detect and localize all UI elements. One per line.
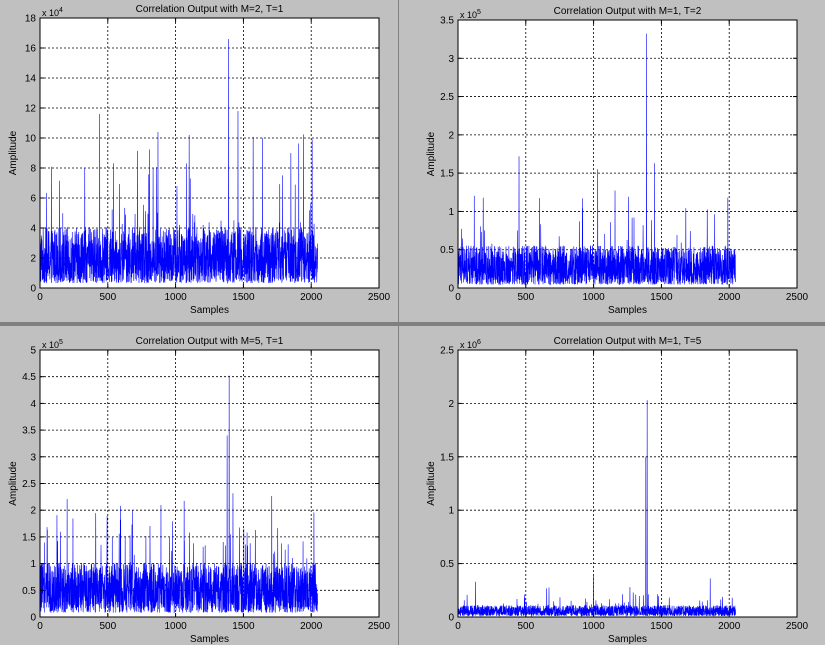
y-multiplier: x 105	[42, 339, 63, 350]
y-tick-label: 6	[30, 194, 36, 205]
chart-title: Correlation Output with M=5, T=1	[136, 336, 284, 347]
x-tick-label: 2000	[300, 292, 323, 303]
y-tick-label: 2	[30, 254, 36, 265]
y-tick-label: 4	[30, 399, 36, 410]
x-tick-label: 2500	[368, 621, 391, 632]
x-tick-label: 1000	[582, 621, 605, 632]
axes-box	[457, 349, 798, 618]
y-tick-label: 3	[448, 54, 454, 65]
y-tick-label: 4.5	[22, 372, 36, 383]
y-multiplier: x 106	[460, 339, 481, 350]
y-tick-label: 0.5	[22, 586, 36, 597]
y-tick-label: 8	[30, 164, 36, 175]
series-line	[39, 38, 318, 284]
x-tick-label: 2000	[718, 621, 741, 632]
y-tick-label: 0.5	[440, 559, 454, 570]
y-tick-label: 2.5	[22, 479, 36, 490]
y-tick-label: 0	[30, 613, 36, 624]
x-tick-label: 0	[37, 292, 43, 303]
y-tick-label: 3	[30, 452, 36, 463]
y-tick-label: 0	[448, 613, 454, 624]
y-multiplier: x 104	[42, 7, 63, 18]
y-axis-label: Amplitude	[426, 461, 437, 506]
y-tick-label: 1	[448, 506, 454, 517]
y-axis-label: Amplitude	[8, 130, 19, 175]
x-tick-label: 2500	[786, 292, 809, 303]
x-tick-label: 2000	[300, 621, 323, 632]
x-tick-label: 1500	[650, 621, 673, 632]
y-tick-label: 3.5	[22, 426, 36, 437]
x-tick-label: 1000	[164, 621, 187, 632]
series-line	[457, 400, 736, 618]
x-axis-label: Samples	[608, 305, 647, 316]
chart-3: 0 500 1000 1500 2000 2500 0 0.5 1 1.5 2 2.5 3 3.5 4 4.5…	[8, 336, 391, 645]
x-tick-label: 500	[517, 621, 534, 632]
x-tick-label: 0	[455, 292, 461, 303]
y-multiplier: x 105	[460, 9, 481, 20]
y-tick-label: 10	[25, 134, 37, 145]
y-tick-label: 0	[448, 284, 454, 295]
x-tick-label: 1500	[232, 621, 255, 632]
x-axis-label: Samples	[190, 634, 229, 645]
y-tick-label: 0.5	[440, 245, 454, 256]
y-tick-label: 1.5	[440, 169, 454, 180]
x-tick-label: 0	[37, 621, 43, 632]
plot-area	[458, 20, 797, 288]
y-axis-label: Amplitude	[426, 131, 437, 176]
y-tick-label: 3.5	[440, 16, 454, 27]
chart-4: 0 500 1000 1500 2000 2500 0 0.5 1 1.5 2 2.5 Correlat…	[426, 336, 809, 645]
x-tick-label: 1500	[650, 292, 673, 303]
x-tick-label: 2500	[368, 292, 391, 303]
chart-title: Correlation Output with M=1, T=2	[554, 6, 702, 17]
x-tick-label: 500	[99, 621, 116, 632]
y-tick-label: 2	[30, 506, 36, 517]
y-tick-label: 1	[448, 207, 454, 218]
x-tick-label: 500	[99, 292, 116, 303]
series-line	[39, 375, 318, 614]
y-tick-label: 14	[25, 74, 37, 85]
x-axis-label: Samples	[190, 305, 229, 316]
y-tick-label: 2.5	[440, 92, 454, 103]
x-tick-label: 2500	[786, 621, 809, 632]
x-tick-label: 2000	[718, 292, 741, 303]
y-tick-label: 2	[448, 130, 454, 141]
y-tick-label: 1.5	[440, 452, 454, 463]
y-tick-label: 12	[25, 104, 37, 115]
y-tick-label: 5	[30, 346, 36, 357]
axes-box	[457, 19, 798, 289]
chart-1: 0 500 1000 1500 2000 2500 0 2 4 6 8 10 12 14 16 18 Corre…	[8, 4, 391, 316]
x-tick-label: 1000	[164, 292, 187, 303]
y-tick-label: 16	[25, 44, 37, 55]
x-tick-label: 1000	[582, 292, 605, 303]
y-axis-label: Amplitude	[8, 461, 19, 506]
plot-area	[458, 350, 797, 617]
y-tick-label: 1.5	[22, 532, 36, 543]
chart-title: Correlation Output with M=2, T=1	[136, 4, 284, 15]
y-tick-label: 1	[30, 559, 36, 570]
x-tick-label: 500	[517, 292, 534, 303]
y-tick-label: 18	[25, 14, 37, 25]
y-tick-label: 2.5	[440, 346, 454, 357]
chart-2: 0 500 1000 1500 2000 2500 0 0.5 1 1.5 2 2.5 3 3.5 Corr…	[426, 6, 809, 316]
y-tick-label: 0	[30, 284, 36, 295]
x-axis-label: Samples	[608, 634, 647, 645]
series-line	[457, 33, 736, 286]
y-tick-label: 2	[448, 399, 454, 410]
x-tick-label: 0	[455, 621, 461, 632]
x-tick-label: 1500	[232, 292, 255, 303]
axes-box	[39, 17, 380, 289]
y-tick-label: 4	[30, 224, 36, 235]
chart-title: Correlation Output with M=1, T=5	[554, 336, 702, 347]
